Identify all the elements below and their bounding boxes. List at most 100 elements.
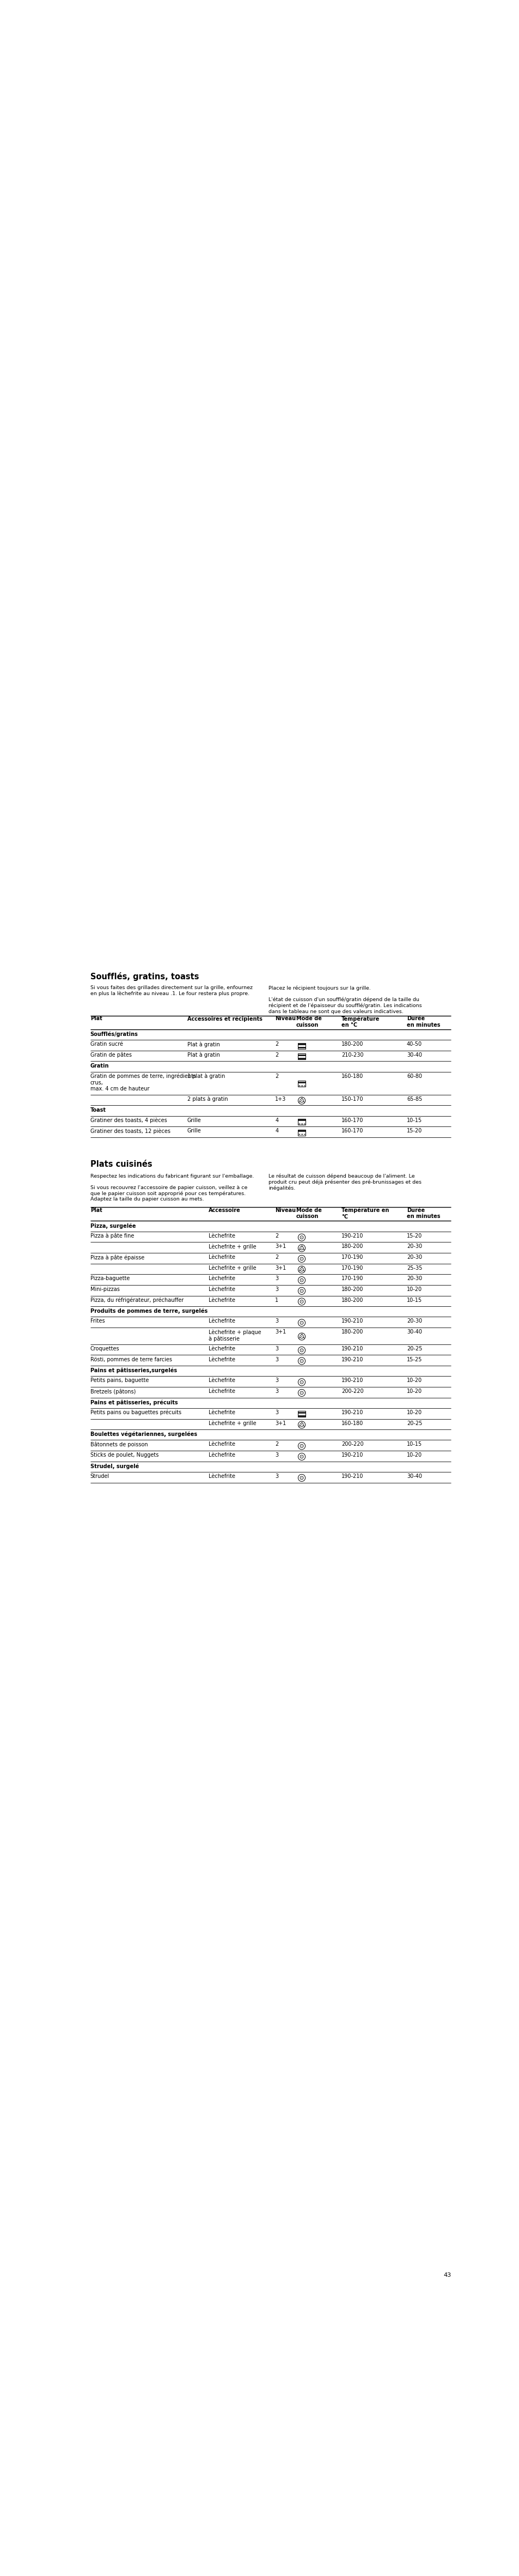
Text: 20-25: 20-25	[406, 1419, 422, 1427]
Text: Soufflés/gratins: Soufflés/gratins	[90, 1030, 138, 1038]
Text: Pizza à pâte épaisse: Pizza à pâte épaisse	[90, 1255, 144, 1260]
Text: Température
en °C: Température en °C	[341, 1015, 379, 1028]
Text: 210-230: 210-230	[341, 1051, 363, 1059]
Text: 60-80: 60-80	[406, 1074, 421, 1079]
Text: 190-210: 190-210	[341, 1473, 363, 1479]
Text: 190-210: 190-210	[341, 1319, 363, 1324]
Text: 180-200: 180-200	[341, 1298, 363, 1303]
Text: 3: 3	[275, 1388, 278, 1394]
Text: 1+3: 1+3	[275, 1097, 286, 1103]
Text: Mode de
cuisson: Mode de cuisson	[296, 1208, 321, 1218]
Text: 180-200: 180-200	[341, 1329, 363, 1334]
Text: Lèchefrite: Lèchefrite	[208, 1443, 235, 1448]
Text: Mini-pizzas: Mini-pizzas	[90, 1285, 119, 1293]
Text: Produits de pommes de terre, surgelés: Produits de pommes de terre, surgelés	[90, 1309, 207, 1314]
Text: 180-200: 180-200	[341, 1285, 363, 1293]
Text: Bâtonnets de poisson: Bâtonnets de poisson	[90, 1443, 147, 1448]
Bar	[298, 1054, 305, 1059]
Text: Lèchefrite: Lèchefrite	[208, 1409, 235, 1414]
Text: Soufflés, gratins, toasts: Soufflés, gratins, toasts	[90, 971, 199, 981]
Text: Lèchefrite + grille: Lèchefrite + grille	[208, 1265, 256, 1270]
Text: Gratin sucré: Gratin sucré	[90, 1041, 123, 1046]
Text: 20-30: 20-30	[406, 1255, 421, 1260]
Text: 10-15: 10-15	[406, 1118, 421, 1123]
Text: 2: 2	[275, 1443, 278, 1448]
Text: 15-25: 15-25	[406, 1358, 422, 1363]
Text: 170-190: 170-190	[341, 1255, 363, 1260]
Text: Boulettes végétariennes, surgelées: Boulettes végétariennes, surgelées	[90, 1432, 197, 1437]
Text: Plat à gratin: Plat à gratin	[187, 1051, 220, 1059]
Text: Plat: Plat	[90, 1208, 102, 1213]
Text: Lèchefrite: Lèchefrite	[208, 1234, 235, 1239]
Text: Placez le récipient toujours sur la grille.

L'état de cuisson d'un soufflé/grat: Placez le récipient toujours sur la gril…	[268, 987, 421, 1015]
Text: Frites: Frites	[90, 1319, 105, 1324]
Text: Gratin de pommes de terre, ingrédients
crus,
max. 4 cm de hauteur: Gratin de pommes de terre, ingrédients c…	[90, 1074, 196, 1092]
Text: Niveau: Niveau	[275, 1208, 296, 1213]
Text: Sticks de poulet, Nuggets: Sticks de poulet, Nuggets	[90, 1453, 158, 1458]
Text: 160-180: 160-180	[341, 1074, 363, 1079]
Text: 4: 4	[275, 1128, 278, 1133]
Text: 170-190: 170-190	[341, 1275, 363, 1280]
Text: Plats cuisinés: Plats cuisinés	[90, 1159, 152, 1170]
Bar	[298, 1043, 305, 1048]
Text: 30-40: 30-40	[406, 1473, 421, 1479]
Text: Pizza à pâte fine: Pizza à pâte fine	[90, 1234, 134, 1239]
Text: Pains et pâtisseries, précuits: Pains et pâtisseries, précuits	[90, 1399, 177, 1406]
Text: 190-210: 190-210	[341, 1347, 363, 1352]
Text: 10-15: 10-15	[406, 1443, 421, 1448]
Text: Plat à gratin: Plat à gratin	[187, 1041, 220, 1048]
Text: 190-210: 190-210	[341, 1409, 363, 1414]
Text: 170-190: 170-190	[341, 1265, 363, 1270]
Text: Pains et pâtisseries,surgelés: Pains et pâtisseries,surgelés	[90, 1368, 177, 1373]
Text: Grille: Grille	[187, 1128, 201, 1133]
Text: Gratin de pâtes: Gratin de pâtes	[90, 1051, 131, 1059]
Text: Pizza, du réfrigérateur, préchauffer: Pizza, du réfrigérateur, préchauffer	[90, 1298, 183, 1303]
Text: 2: 2	[275, 1255, 278, 1260]
Text: Strudel: Strudel	[90, 1473, 110, 1479]
Text: Pizza-baguette: Pizza-baguette	[90, 1275, 130, 1280]
Text: Durée
en minutes: Durée en minutes	[406, 1015, 440, 1028]
Bar	[298, 1412, 305, 1417]
Text: 15-20: 15-20	[406, 1128, 422, 1133]
Text: 1 plat à gratin: 1 plat à gratin	[187, 1074, 225, 1079]
Text: 3+1: 3+1	[275, 1244, 286, 1249]
Text: 160-180: 160-180	[341, 1419, 363, 1427]
Bar	[298, 1118, 305, 1126]
Text: Plat: Plat	[90, 1015, 102, 1023]
Text: 180-200: 180-200	[341, 1244, 363, 1249]
Text: Lèchefrite: Lèchefrite	[208, 1347, 235, 1352]
Text: Lèchefrite: Lèchefrite	[208, 1473, 235, 1479]
Text: Si vous faites des grillades directement sur la grille, enfournez
en plus la lèc: Si vous faites des grillades directement…	[90, 987, 252, 997]
Text: 4: 4	[275, 1118, 278, 1123]
Text: 2: 2	[275, 1234, 278, 1239]
Text: 190-210: 190-210	[341, 1453, 363, 1458]
Text: Respectez les indications du fabricant figurant sur l'emballage.

Si vous recouv: Respectez les indications du fabricant f…	[90, 1175, 254, 1200]
Text: 2: 2	[275, 1074, 278, 1079]
Bar	[298, 1128, 305, 1136]
Bar	[298, 1082, 305, 1087]
Text: 10-20: 10-20	[406, 1378, 421, 1383]
Text: 200-220: 200-220	[341, 1443, 363, 1448]
Text: Gratiner des toasts, 12 pièces: Gratiner des toasts, 12 pièces	[90, 1128, 170, 1133]
Text: Mode de
cuisson: Mode de cuisson	[296, 1015, 321, 1028]
Text: Niveau: Niveau	[275, 1015, 296, 1023]
Text: Lèchefrite: Lèchefrite	[208, 1285, 235, 1293]
Text: Lèchefrite: Lèchefrite	[208, 1319, 235, 1324]
Text: Lèchefrite + grille: Lèchefrite + grille	[208, 1419, 256, 1427]
Text: 1: 1	[275, 1298, 278, 1303]
Text: 3: 3	[275, 1275, 278, 1280]
Text: Lèchefrite: Lèchefrite	[208, 1453, 235, 1458]
Text: 3: 3	[275, 1319, 278, 1324]
Text: 2: 2	[275, 1051, 278, 1059]
Text: 3+1: 3+1	[275, 1265, 286, 1270]
Text: 190-210: 190-210	[341, 1378, 363, 1383]
Text: Température en
°C: Température en °C	[341, 1208, 389, 1218]
Text: 10-20: 10-20	[406, 1388, 421, 1394]
Text: 10-15: 10-15	[406, 1298, 421, 1303]
Text: Toast: Toast	[90, 1108, 106, 1113]
Text: Petits pains, baguette: Petits pains, baguette	[90, 1378, 148, 1383]
Text: 10-20: 10-20	[406, 1409, 421, 1414]
Text: 30-40: 30-40	[406, 1051, 421, 1059]
Text: 3: 3	[275, 1409, 278, 1414]
Text: 10-20: 10-20	[406, 1453, 421, 1458]
